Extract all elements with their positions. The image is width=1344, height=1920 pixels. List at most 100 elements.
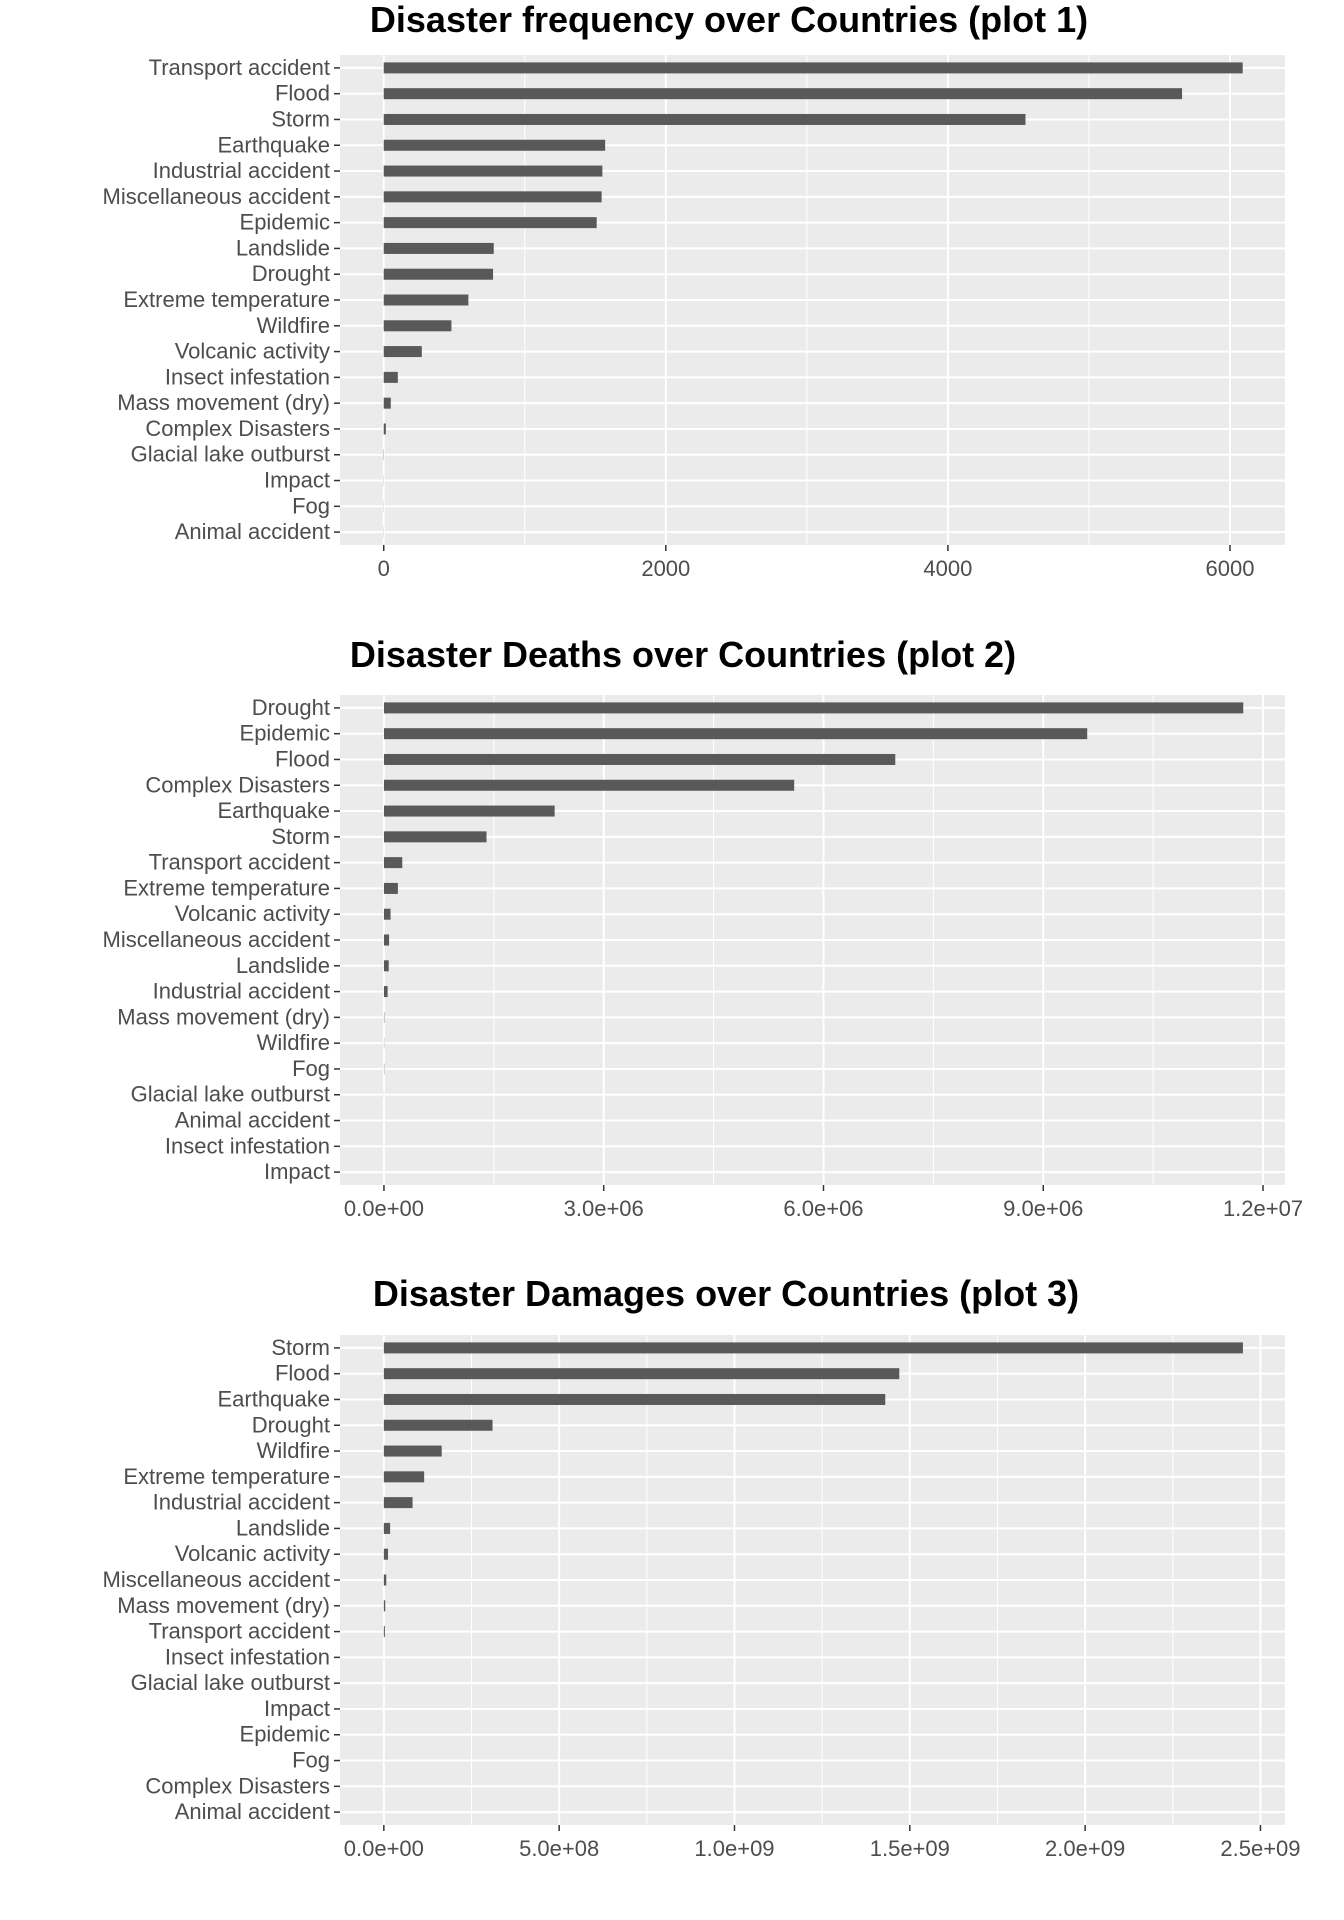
- plot-panel: [340, 1335, 1285, 1825]
- bar: [383, 242, 494, 254]
- category-label: Wildfire: [257, 1438, 330, 1463]
- category-label: Volcanic activity: [175, 339, 330, 364]
- plot-disaster-damages: Disaster Damages over Countries (plot 3)…: [103, 1273, 1301, 1861]
- category-label: Industrial accident: [153, 979, 330, 1004]
- plot-panel: [340, 55, 1285, 545]
- bar: [383, 805, 555, 817]
- bar: [383, 165, 603, 177]
- bar: [383, 139, 606, 151]
- bar: [383, 908, 391, 920]
- category-label: Extreme temperature: [123, 1464, 330, 1489]
- plot-title: Disaster frequency over Countries (plot …: [370, 0, 1088, 40]
- bar: [383, 728, 1088, 740]
- x-tick-label: 2.0e+09: [1045, 1836, 1125, 1861]
- bar: [383, 1471, 425, 1483]
- x-tick-label: 1.2e+07: [1223, 1196, 1303, 1221]
- bar: [383, 857, 403, 869]
- category-label: Animal accident: [175, 1108, 330, 1133]
- category-label: Flood: [275, 1361, 330, 1386]
- x-tick-label: 0.0e+00: [344, 1836, 424, 1861]
- category-label: Volcanic activity: [175, 901, 330, 926]
- category-label: Drought: [252, 695, 330, 720]
- category-label: Storm: [271, 106, 330, 131]
- x-tick-label: 5.0e+08: [519, 1836, 599, 1861]
- bar: [383, 1574, 387, 1586]
- x-tick-label: 6000: [1206, 556, 1255, 581]
- bar: [383, 1419, 493, 1431]
- category-label: Drought: [252, 1412, 330, 1437]
- bar: [383, 831, 487, 843]
- category-label: Earthquake: [217, 1386, 330, 1411]
- bar: [383, 62, 1243, 74]
- category-label: Insect infestation: [165, 364, 330, 389]
- bar: [383, 1368, 900, 1380]
- plot-title: Disaster Deaths over Countries (plot 2): [350, 634, 1016, 675]
- category-label: Epidemic: [240, 721, 330, 746]
- category-label: Fog: [292, 1056, 330, 1081]
- category-label: Impact: [264, 1159, 330, 1184]
- x-tick-label: 4000: [923, 556, 972, 581]
- category-label: Glacial lake outburst: [131, 1082, 330, 1107]
- category-label: Complex Disasters: [145, 1773, 330, 1798]
- category-label: Miscellaneous accident: [103, 927, 330, 952]
- plot-disaster-frequency: Disaster frequency over Countries (plot …: [103, 0, 1285, 581]
- x-tick-label: 6.0e+06: [783, 1196, 863, 1221]
- bar: [383, 423, 386, 435]
- category-label: Industrial accident: [153, 158, 330, 183]
- bar: [383, 986, 388, 998]
- category-label: Glacial lake outburst: [131, 442, 330, 467]
- x-tick-label: 1.0e+09: [694, 1836, 774, 1861]
- bar: [383, 882, 398, 894]
- category-label: Impact: [264, 1696, 330, 1721]
- plot-title: Disaster Damages over Countries (plot 3): [373, 1273, 1079, 1314]
- category-label: Extreme temperature: [123, 287, 330, 312]
- x-tick-label: 9.0e+06: [1003, 1196, 1083, 1221]
- x-tick-label: 1.5e+09: [870, 1836, 950, 1861]
- category-label: Drought: [252, 261, 330, 286]
- category-label: Storm: [271, 1335, 330, 1360]
- category-label: Extreme temperature: [123, 875, 330, 900]
- category-label: Miscellaneous accident: [103, 1567, 330, 1592]
- x-tick-label: 2.5e+09: [1220, 1836, 1300, 1861]
- category-label: Insect infestation: [165, 1133, 330, 1158]
- bar: [383, 1522, 391, 1534]
- bar: [383, 88, 1183, 100]
- bar: [383, 320, 452, 332]
- bar: [383, 753, 896, 765]
- bar: [383, 934, 390, 946]
- category-label: Mass movement (dry): [117, 1004, 330, 1029]
- category-label: Transport accident: [149, 55, 330, 80]
- bar: [383, 779, 795, 791]
- category-label: Complex Disasters: [145, 772, 330, 797]
- category-label: Mass movement (dry): [117, 390, 330, 415]
- bar: [383, 346, 422, 358]
- bar: [383, 397, 391, 409]
- category-label: Animal accident: [175, 519, 330, 544]
- bar: [383, 1445, 442, 1457]
- category-label: Insect infestation: [165, 1644, 330, 1669]
- category-label: Earthquake: [217, 798, 330, 823]
- bar: [383, 1548, 389, 1560]
- category-label: Volcanic activity: [175, 1541, 330, 1566]
- category-label: Flood: [275, 81, 330, 106]
- x-tick-label: 0.0e+00: [344, 1196, 424, 1221]
- category-label: Landslide: [236, 235, 330, 260]
- bar: [383, 113, 1026, 125]
- category-label: Landslide: [236, 953, 330, 978]
- category-label: Earthquake: [217, 132, 330, 157]
- category-label: Transport accident: [149, 850, 330, 875]
- category-label: Flood: [275, 746, 330, 771]
- bar: [383, 1393, 886, 1405]
- category-label: Wildfire: [257, 1030, 330, 1055]
- category-label: Glacial lake outburst: [131, 1670, 330, 1695]
- bar: [383, 294, 469, 306]
- category-label: Animal accident: [175, 1799, 330, 1824]
- category-label: Epidemic: [240, 210, 330, 235]
- category-label: Miscellaneous accident: [103, 184, 330, 209]
- category-label: Transport accident: [149, 1619, 330, 1644]
- category-label: Complex Disasters: [145, 416, 330, 441]
- bar: [383, 1497, 413, 1509]
- x-tick-label: 2000: [641, 556, 690, 581]
- bar: [383, 1600, 386, 1612]
- plot-disaster-deaths: Disaster Deaths over Countries (plot 2) …: [103, 634, 1304, 1221]
